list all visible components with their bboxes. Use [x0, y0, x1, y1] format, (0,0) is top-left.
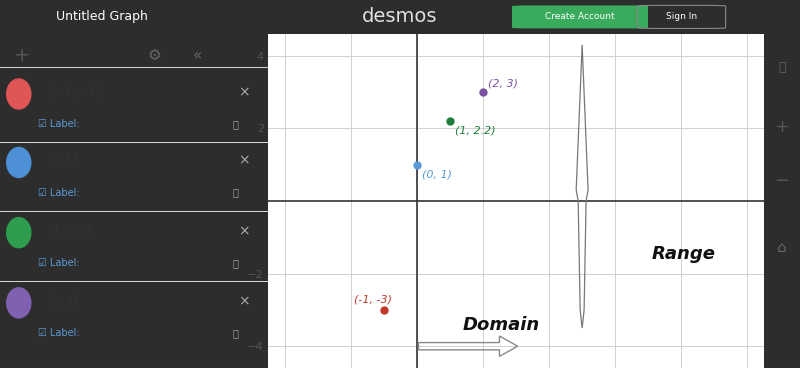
Text: «: «: [193, 48, 202, 63]
Text: ×: ×: [238, 294, 250, 308]
Text: (2, 3): (2, 3): [488, 78, 518, 89]
Text: 🔧: 🔧: [778, 61, 786, 74]
Text: ☑ Label:: ☑ Label:: [38, 119, 79, 129]
Text: Untitled Graph: Untitled Graph: [56, 10, 148, 24]
Circle shape: [6, 79, 31, 109]
Text: 🔧: 🔧: [233, 119, 238, 129]
Text: ×: ×: [238, 154, 250, 168]
Text: (0,1): (0,1): [48, 154, 79, 167]
Text: ☑ Label:: ☑ Label:: [38, 188, 79, 198]
Circle shape: [6, 148, 31, 177]
Text: +: +: [774, 118, 790, 137]
Text: (1,2.2): (1,2.2): [48, 224, 92, 237]
Text: Domain: Domain: [463, 316, 540, 334]
Text: 🔧: 🔧: [233, 258, 238, 268]
Text: ×: ×: [238, 85, 250, 99]
Circle shape: [6, 217, 31, 248]
Text: 🔧: 🔧: [233, 188, 238, 198]
Text: +: +: [14, 46, 30, 65]
Text: ☑ Label:: ☑ Label:: [38, 328, 79, 338]
Circle shape: [6, 288, 31, 318]
Text: (1, 2.2): (1, 2.2): [455, 126, 495, 136]
FancyBboxPatch shape: [512, 6, 648, 28]
Text: −: −: [774, 172, 790, 190]
Text: ×: ×: [238, 224, 250, 238]
Text: ⌂: ⌂: [777, 240, 787, 255]
Text: (-1, -3): (-1, -3): [354, 295, 392, 305]
Text: Create Account: Create Account: [545, 13, 615, 21]
Text: desmos: desmos: [362, 7, 438, 26]
Text: (2,3): (2,3): [48, 295, 80, 308]
Text: Range: Range: [651, 245, 715, 263]
Text: ⚙: ⚙: [147, 48, 161, 63]
Text: or: or: [635, 12, 645, 22]
Text: (0, 1): (0, 1): [422, 169, 452, 179]
Text: (−1,−3): (−1,−3): [48, 86, 102, 99]
Text: 🔧: 🔧: [233, 328, 238, 338]
Text: Sign In: Sign In: [666, 13, 697, 21]
Text: ☑ Label:: ☑ Label:: [38, 258, 79, 268]
